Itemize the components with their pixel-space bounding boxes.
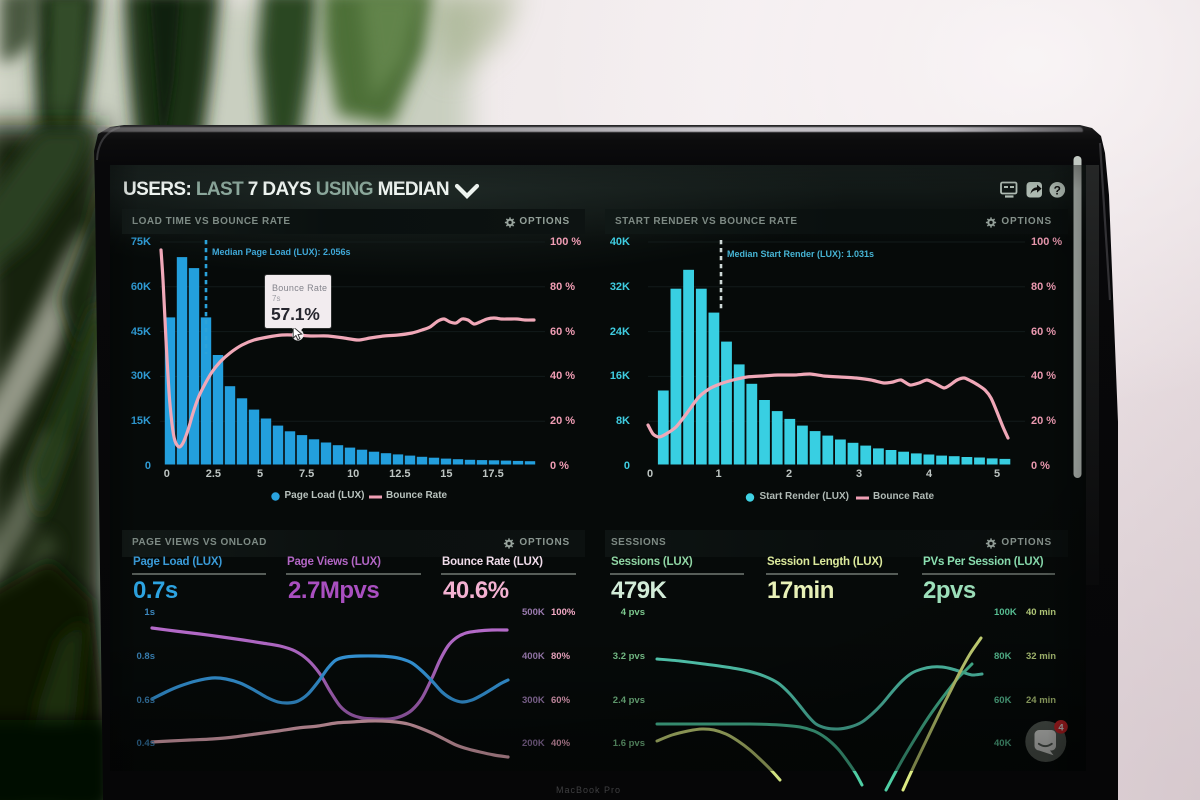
svg-text:4: 4 (1058, 723, 1064, 734)
svg-text:?: ? (1054, 183, 1061, 197)
